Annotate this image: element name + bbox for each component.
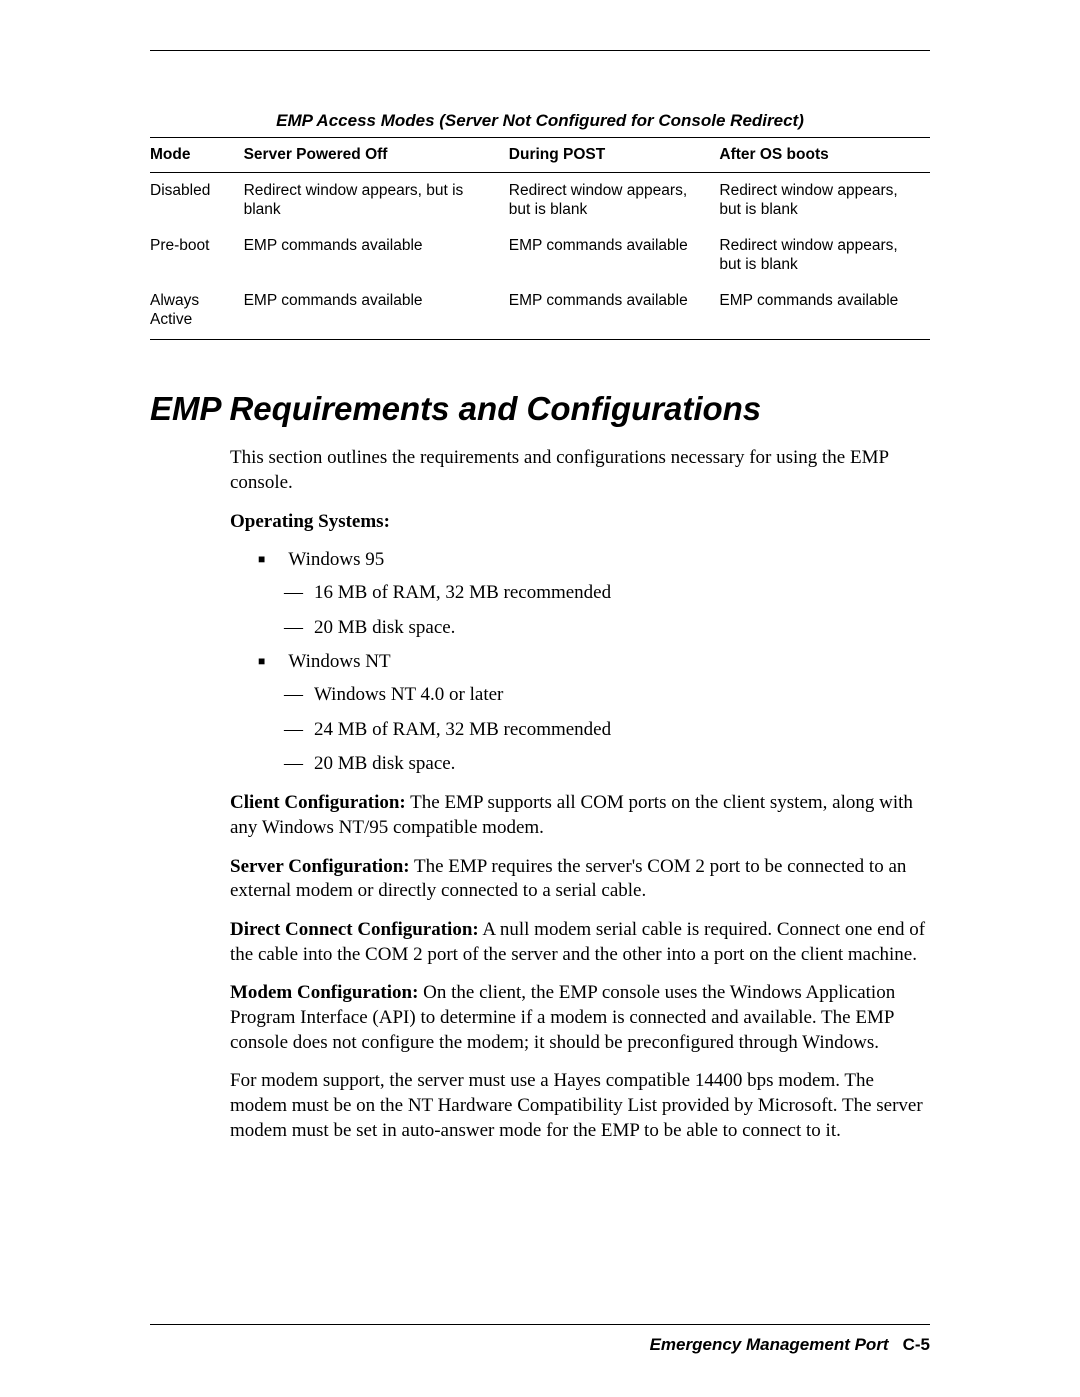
cell: Disabled <box>150 173 244 228</box>
table-header-row: Mode Server Powered Off During POST Afte… <box>150 138 930 173</box>
cell: EMP commands available <box>509 228 720 283</box>
cell: EMP commands available <box>719 283 930 340</box>
list-item: Windows NT Windows NT 4.0 or later 24 MB… <box>258 650 930 777</box>
cell: Redirect window appears, but is blank <box>719 228 930 283</box>
config-paragraph: Server Configuration: The EMP requires t… <box>230 855 930 904</box>
para-label: Server Configuration: <box>230 856 410 877</box>
footer-label: Emergency Management Port <box>650 1335 889 1354</box>
config-paragraph: Modem Configuration: On the client, the … <box>230 981 930 1055</box>
os-sublist: 16 MB of RAM, 32 MB recommended 20 MB di… <box>284 581 930 640</box>
config-paragraph: Client Configuration: The EMP supports a… <box>230 791 930 840</box>
list-item: 24 MB of RAM, 32 MB recommended <box>284 718 930 743</box>
list-item: 16 MB of RAM, 32 MB recommended <box>284 581 930 606</box>
table-row: Always Active EMP commands available EMP… <box>150 283 930 340</box>
section-title: EMP Requirements and Configurations <box>150 390 930 428</box>
para-label: Client Configuration: <box>230 792 406 813</box>
footer-text: Emergency Management Port C-5 <box>150 1335 930 1355</box>
body-block: This section outlines the requirements a… <box>230 446 930 1143</box>
cell: EMP commands available <box>509 283 720 340</box>
tail-paragraph: For modem support, the server must use a… <box>230 1069 930 1143</box>
list-item: 20 MB disk space. <box>284 616 930 641</box>
th-mode: Mode <box>150 138 244 173</box>
os-heading: Operating Systems: <box>230 510 930 535</box>
cell: EMP commands available <box>244 283 509 340</box>
th-after: After OS boots <box>719 138 930 173</box>
cell: EMP commands available <box>244 228 509 283</box>
cell: Redirect window appears, but is blank <box>719 173 930 228</box>
os-name: Windows NT <box>288 651 390 672</box>
cell: Always Active <box>150 283 244 340</box>
intro-paragraph: This section outlines the requirements a… <box>230 446 930 495</box>
os-list: Windows 95 16 MB of RAM, 32 MB recommend… <box>258 548 930 777</box>
list-item: 20 MB disk space. <box>284 752 930 777</box>
os-sublist: Windows NT 4.0 or later 24 MB of RAM, 32… <box>284 683 930 777</box>
cell: Pre-boot <box>150 228 244 283</box>
config-paragraph: Direct Connect Configuration: A null mod… <box>230 918 930 967</box>
footer: Emergency Management Port C-5 <box>150 1324 930 1355</box>
list-item: Windows 95 16 MB of RAM, 32 MB recommend… <box>258 548 930 640</box>
th-post: During POST <box>509 138 720 173</box>
table-caption: EMP Access Modes (Server Not Configured … <box>150 111 930 131</box>
footer-page: C-5 <box>903 1335 930 1354</box>
top-rule <box>150 50 930 51</box>
para-label: Modem Configuration: <box>230 982 418 1003</box>
footer-rule <box>150 1324 930 1325</box>
access-modes-table: Mode Server Powered Off During POST Afte… <box>150 137 930 340</box>
cell: Redirect window appears, but is blank <box>244 173 509 228</box>
list-item: Windows NT 4.0 or later <box>284 683 930 708</box>
table-row: Disabled Redirect window appears, but is… <box>150 173 930 228</box>
table-row: Pre-boot EMP commands available EMP comm… <box>150 228 930 283</box>
para-label: Direct Connect Configuration: <box>230 919 479 940</box>
os-name: Windows 95 <box>288 549 384 570</box>
cell: Redirect window appears, but is blank <box>509 173 720 228</box>
th-off: Server Powered Off <box>244 138 509 173</box>
